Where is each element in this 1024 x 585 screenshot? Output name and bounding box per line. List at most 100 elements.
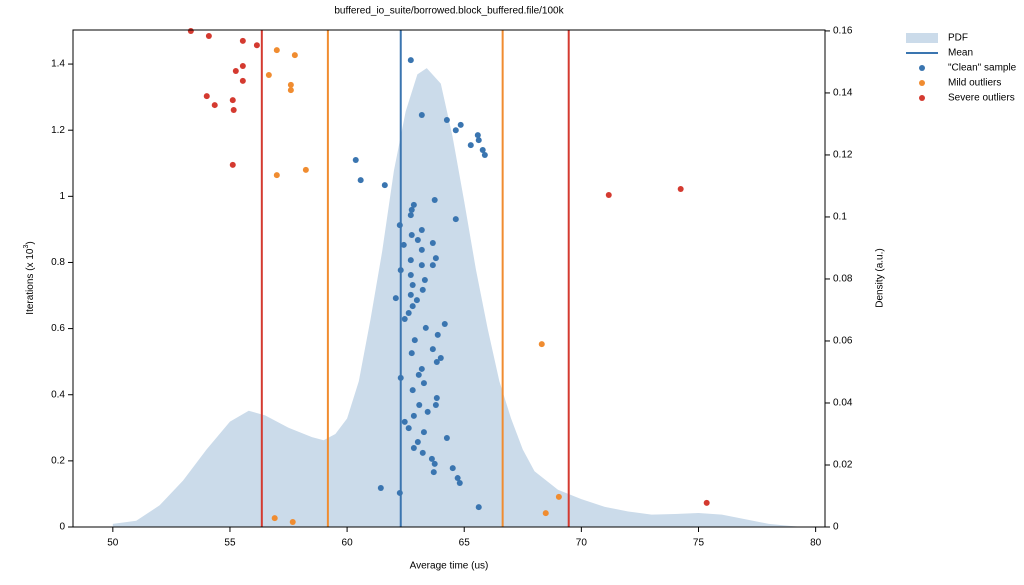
- legend-swatch: [919, 65, 925, 71]
- data-point: [411, 337, 418, 344]
- data-point: [432, 401, 439, 408]
- data-point: [418, 262, 425, 269]
- data-point: [538, 341, 545, 348]
- data-point: [203, 93, 210, 100]
- data-point: [413, 297, 420, 304]
- data-point: [410, 412, 417, 419]
- data-point: [405, 425, 412, 432]
- y2-tick-label: 0.14: [833, 88, 853, 99]
- data-point: [418, 111, 425, 118]
- data-point: [475, 504, 482, 511]
- data-point: [555, 493, 562, 500]
- data-point: [443, 435, 450, 442]
- data-point: [396, 222, 403, 229]
- data-point: [253, 42, 260, 49]
- y2-tick-label: 0.06: [833, 336, 853, 347]
- legend-swatch: [919, 95, 925, 101]
- y2-tick-label: 0.02: [833, 460, 853, 471]
- data-point: [230, 107, 237, 114]
- legend-label: PDF: [948, 33, 968, 44]
- y-axis-label-sup: 3: [23, 245, 30, 249]
- data-point: [407, 57, 414, 64]
- data-point: [357, 177, 364, 184]
- y-tick-label: 1: [59, 191, 65, 202]
- data-point: [407, 257, 414, 264]
- data-point: [287, 87, 294, 94]
- y-tick-label: 0: [59, 522, 65, 533]
- legend-label: Severe outliers: [948, 93, 1015, 104]
- chart-title: buffered_io_suite/borrowed.block_buffere…: [334, 6, 564, 17]
- legend-label: Mild outliers: [948, 78, 1001, 89]
- data-point: [474, 132, 481, 139]
- data-point: [408, 232, 415, 239]
- data-point: [419, 286, 426, 293]
- data-point: [414, 236, 421, 243]
- data-point: [291, 52, 298, 59]
- data-point: [409, 303, 416, 310]
- data-point: [265, 71, 272, 78]
- data-point: [377, 484, 384, 491]
- data-point: [479, 147, 486, 154]
- legend-swatch: [906, 33, 938, 43]
- data-point: [605, 192, 612, 199]
- data-point: [410, 444, 417, 451]
- data-point: [429, 262, 436, 269]
- data-point: [703, 499, 710, 506]
- data-point: [409, 387, 416, 394]
- data-point: [205, 32, 212, 39]
- y2-tick-label: 0.16: [833, 26, 853, 37]
- data-point: [424, 408, 431, 415]
- data-point: [441, 320, 448, 327]
- y-tick-label: 1.4: [51, 59, 65, 70]
- data-point: [401, 418, 408, 425]
- y2-tick-label: 0.1: [833, 212, 847, 223]
- data-point: [434, 331, 441, 338]
- data-point: [211, 102, 218, 109]
- x-tick-label: 65: [459, 538, 471, 549]
- data-point: [422, 324, 429, 331]
- data-point: [432, 255, 439, 262]
- y2-axis-label: Density (a.u.): [875, 248, 886, 307]
- data-point: [443, 116, 450, 123]
- data-point: [273, 47, 280, 54]
- y-tick-label: 1.2: [51, 125, 65, 136]
- y2-tick-label: 0.12: [833, 150, 853, 161]
- data-point: [467, 142, 474, 149]
- legend-label: Mean: [948, 48, 973, 59]
- data-point: [397, 374, 404, 381]
- data-point: [418, 365, 425, 372]
- data-point: [431, 196, 438, 203]
- data-point: [397, 267, 404, 274]
- data-point: [452, 216, 459, 223]
- data-point: [420, 429, 427, 436]
- x-tick-label: 75: [693, 538, 705, 549]
- data-point: [456, 480, 463, 487]
- data-point: [431, 460, 438, 467]
- data-point: [187, 27, 194, 34]
- data-point: [232, 68, 239, 75]
- data-point: [396, 489, 403, 496]
- data-point: [381, 182, 388, 189]
- data-point: [409, 281, 416, 288]
- pdf-area: [112, 68, 804, 527]
- y2-tick-label: 0: [833, 522, 839, 533]
- data-point: [400, 241, 407, 248]
- x-tick-label: 60: [342, 538, 354, 549]
- data-point: [273, 172, 280, 179]
- x-axis-label: Average time (us): [410, 561, 489, 572]
- x-tick-label: 55: [224, 538, 236, 549]
- y-axis-label-end: ): [25, 241, 36, 244]
- data-point: [449, 465, 456, 472]
- data-point: [229, 97, 236, 104]
- data-point: [239, 37, 246, 44]
- data-point: [454, 475, 461, 482]
- data-point: [421, 276, 428, 283]
- data-point: [401, 316, 408, 323]
- data-point: [407, 272, 414, 279]
- data-point: [239, 77, 246, 84]
- y-axis-label: Iterations (x 103): [23, 241, 36, 314]
- data-point: [407, 291, 414, 298]
- data-point: [452, 127, 459, 134]
- data-point: [433, 358, 440, 365]
- legend-swatch: [919, 80, 925, 86]
